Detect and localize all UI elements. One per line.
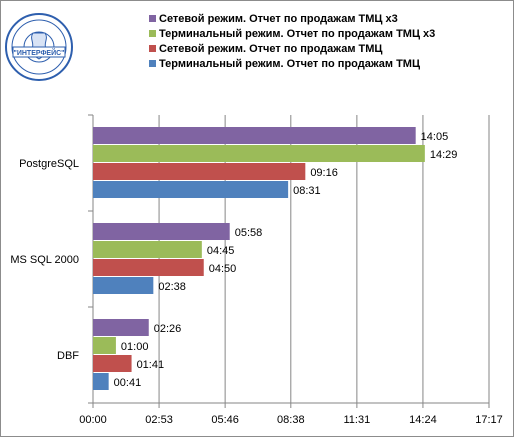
data-label: 02:38 <box>158 281 186 293</box>
legend-swatch <box>149 60 156 67</box>
x-tick-label: 00:00 <box>79 414 107 426</box>
category-label: MS SQL 2000 <box>10 254 79 266</box>
data-label: 04:45 <box>207 245 235 257</box>
bar <box>93 355 132 372</box>
x-tick-label: 02:53 <box>145 414 173 426</box>
data-label: 09:16 <box>310 167 338 179</box>
data-label: 05:58 <box>235 227 263 239</box>
legend-label: Терминальный режим. Отчет по продажам ТМ… <box>159 28 435 40</box>
data-label: 04:50 <box>209 263 237 275</box>
data-label: 02:26 <box>154 323 182 335</box>
bar <box>93 181 289 198</box>
category-label: PostgreSQL <box>19 158 79 170</box>
bar <box>93 145 425 162</box>
bar <box>93 223 230 240</box>
data-label: 14:05 <box>421 131 449 143</box>
bar <box>93 277 154 294</box>
seal-text: "ИНТЕРФЕЙС" <box>14 48 65 57</box>
bar <box>93 319 149 336</box>
legend-swatch <box>149 45 156 52</box>
bar <box>93 259 204 276</box>
data-label: 01:00 <box>121 341 149 353</box>
x-tick-label: 17:17 <box>475 414 503 426</box>
x-tick-label: 08:38 <box>277 414 305 426</box>
bar <box>93 241 202 258</box>
data-label: 14:29 <box>430 149 458 161</box>
x-tick-label: 11:31 <box>344 414 371 426</box>
legend-label: Сетевой режим. Отчет по продажам ТМЦ <box>159 43 382 55</box>
data-label: 08:31 <box>293 185 321 197</box>
bar <box>93 373 109 390</box>
data-label: 01:41 <box>137 359 165 371</box>
legend-label: Терминальный режим. Отчет по продажам ТМ… <box>159 58 420 70</box>
bar <box>93 127 416 144</box>
category-label: DBF <box>57 350 79 362</box>
legend-swatch <box>149 15 156 22</box>
bar <box>93 337 116 354</box>
company-seal: "ИНТЕРФЕЙС" <box>5 13 73 81</box>
legend-label: Сетевой режим. Отчет по продажам ТМЦ х3 <box>159 13 398 25</box>
bar <box>93 163 306 180</box>
data-label: 00:41 <box>114 377 142 389</box>
legend-swatch <box>149 30 156 37</box>
x-tick-label: 05:46 <box>211 414 239 426</box>
x-tick-label: 14:24 <box>409 414 437 426</box>
